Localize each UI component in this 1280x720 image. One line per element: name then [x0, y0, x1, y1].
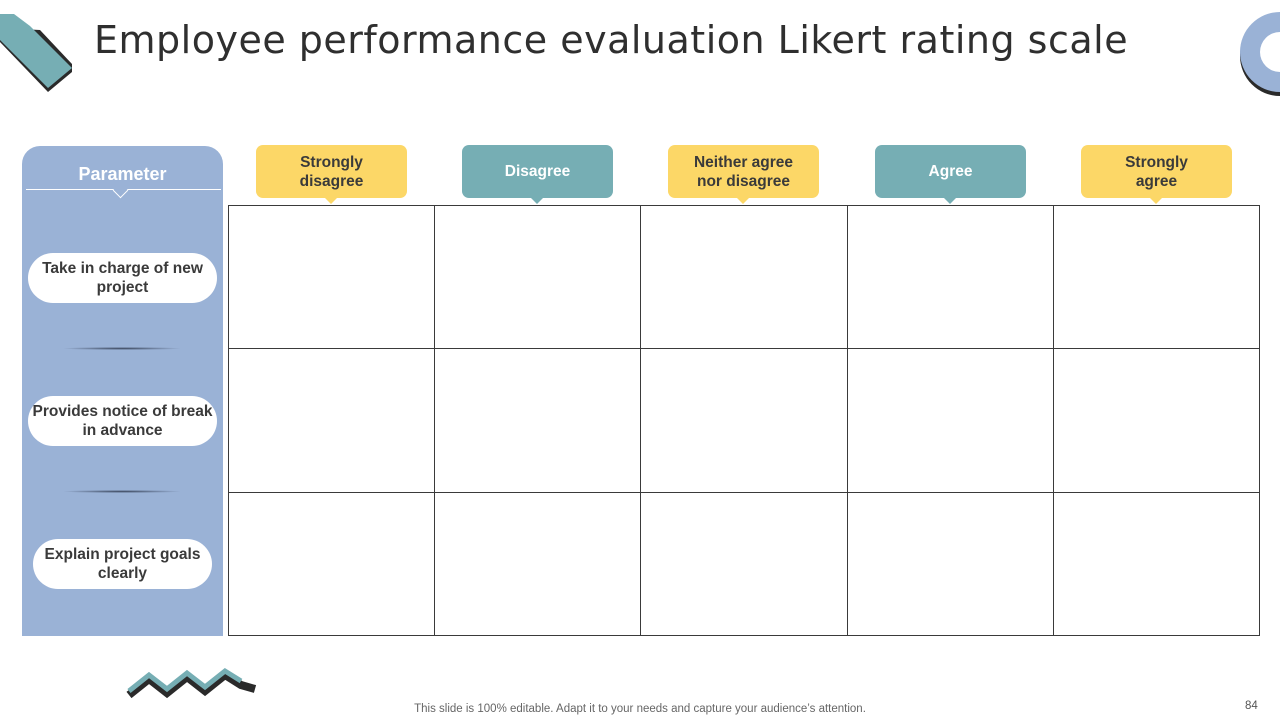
parameter-divider [62, 347, 182, 350]
table-row [227, 348, 1261, 493]
parameter-header: Parameter [78, 164, 167, 184]
rating-cell[interactable] [1052, 348, 1261, 493]
scale-header-strongly-agree: Strongly agree [1081, 145, 1232, 204]
scale-header-agree: Agree [875, 145, 1026, 204]
tag-pointer [531, 198, 543, 204]
scale-header-strongly-disagree: Strongly disagree [256, 145, 407, 204]
scale-label: Neither agree nor disagree [693, 153, 794, 190]
parameter-item: Provides notice of break in advance [28, 396, 217, 446]
table-row [227, 491, 1261, 637]
scale-header-neither: Neither agree nor disagree [668, 145, 819, 204]
rating-grid [227, 204, 1261, 637]
rating-cell[interactable] [846, 491, 1054, 637]
rating-cell[interactable] [640, 348, 848, 493]
tag-pointer [944, 198, 956, 204]
rating-cell[interactable] [227, 204, 436, 350]
parameter-divider [62, 490, 182, 493]
rating-cell[interactable] [640, 204, 848, 350]
rating-cell[interactable] [227, 491, 436, 637]
scale-label: Disagree [504, 163, 571, 180]
rating-cell[interactable] [640, 491, 848, 637]
rating-cell[interactable] [846, 204, 1054, 350]
tag-pointer [1150, 198, 1162, 204]
page-title: Employee performance evaluation Likert r… [94, 18, 1129, 62]
rating-cell[interactable] [434, 491, 642, 637]
scale-header-disagree: Disagree [462, 145, 613, 204]
rating-cell[interactable] [1052, 491, 1261, 637]
scale-label: Agree [928, 163, 973, 180]
scale-label: Strongly agree [1125, 153, 1188, 190]
decorative-zigzag-shape [126, 667, 257, 699]
decorative-bar-shape [0, 14, 72, 92]
tag-pointer [325, 198, 337, 204]
table-row [227, 204, 1261, 350]
rating-cell[interactable] [227, 348, 436, 493]
scale-label: Strongly disagree [299, 153, 364, 190]
page-number: 84 [1245, 700, 1258, 712]
tag-pointer [737, 198, 749, 204]
rating-cell[interactable] [434, 348, 642, 493]
rating-cell[interactable] [1052, 204, 1261, 350]
parameter-item: Explain project goals clearly [33, 539, 212, 589]
parameter-header-notch [112, 182, 129, 199]
rating-cell[interactable] [846, 348, 1054, 493]
footer-note: This slide is 100% editable. Adapt it to… [414, 703, 866, 715]
decorative-ring-shape [1240, 12, 1280, 96]
parameter-item: Take in charge of new project [28, 253, 217, 303]
rating-cell[interactable] [434, 204, 642, 350]
